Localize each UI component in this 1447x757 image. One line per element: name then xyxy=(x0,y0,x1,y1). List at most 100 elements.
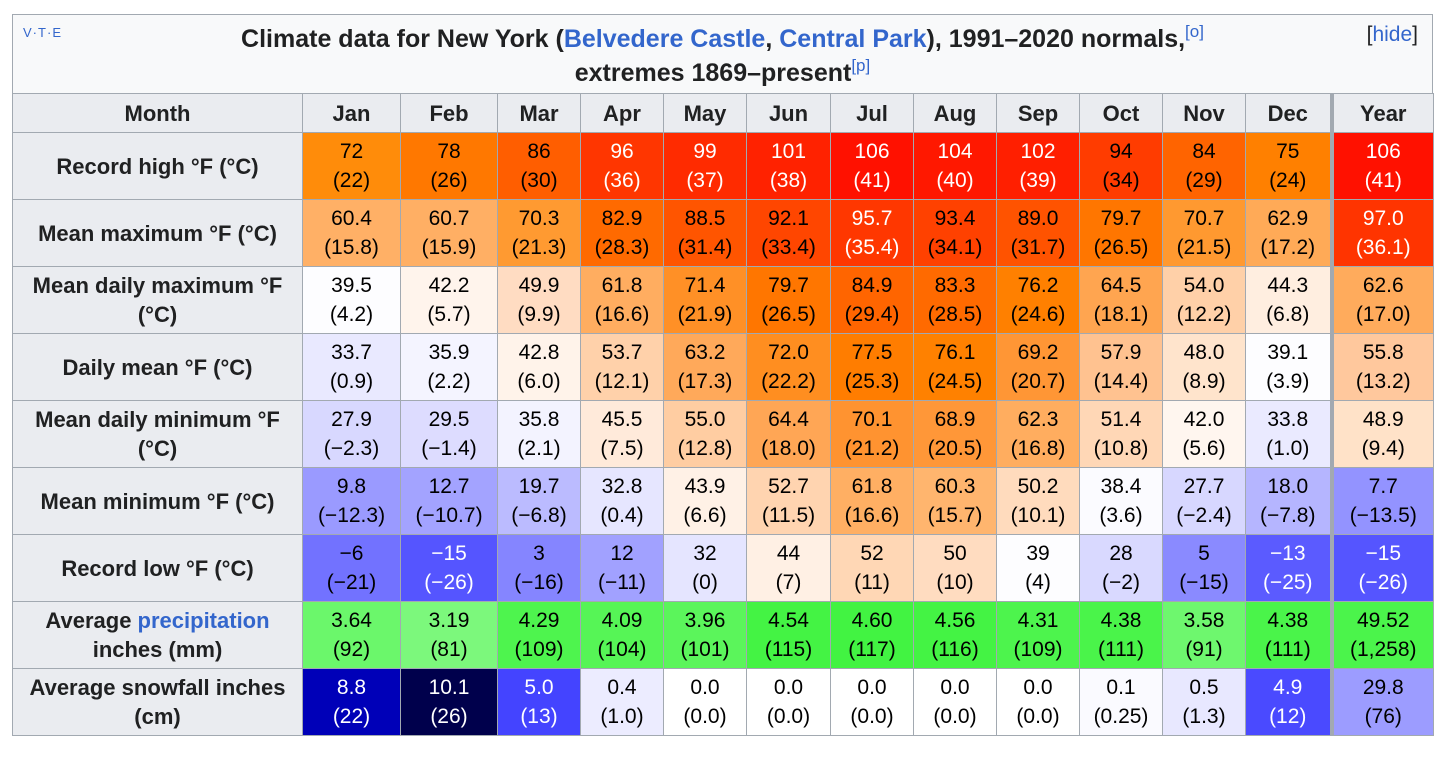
data-cell: 4.09 (104) xyxy=(580,601,664,669)
data-cell: 39.5 (4.2) xyxy=(302,266,401,334)
data-cell: −15 (−26) xyxy=(1329,534,1434,602)
data-cell: 39 (4) xyxy=(996,534,1080,602)
imperial-value: 39 xyxy=(1026,542,1050,565)
data-cell: −13 (−25) xyxy=(1245,534,1332,602)
metric-value: (1.0) xyxy=(1266,437,1310,460)
data-cell: 3.19 (81) xyxy=(400,601,498,669)
metric-value: (12) xyxy=(1269,705,1307,728)
data-cell: 29.5 (−1.4) xyxy=(400,400,498,468)
metric-value: (0.0) xyxy=(850,705,894,728)
imperial-value: 7.7 xyxy=(1368,475,1398,498)
imperial-value: 70.7 xyxy=(1183,207,1225,230)
metric-value: (31.4) xyxy=(677,236,733,259)
metric-value: (1.3) xyxy=(1182,705,1226,728)
metric-value: (22) xyxy=(332,705,371,728)
data-cell: 61.8 (16.6) xyxy=(830,467,914,535)
data-row: Record low °F (°C) −6 (−21) −15 (−26) 3 (−16) 1… xyxy=(12,534,1434,602)
metric-value: (28.5) xyxy=(927,303,983,326)
metric-value: (35.4) xyxy=(844,236,900,259)
data-cell: 89.0 (31.7) xyxy=(996,199,1080,267)
data-cell: 51.4 (10.8) xyxy=(1079,400,1163,468)
data-row: Daily mean °F (°C) 33.7 (0.9) 35.9 (2.2) 42.8… xyxy=(12,333,1434,401)
imperial-value: 48.0 xyxy=(1183,341,1225,364)
row-header-text: Mean daily minimum °F (°C) xyxy=(35,407,280,461)
metric-value: (−12.3) xyxy=(317,504,386,527)
data-cell: 79.7 (26.5) xyxy=(1079,199,1163,267)
imperial-value: 29.5 xyxy=(428,408,470,431)
data-cell: 0.4 (1.0) xyxy=(580,668,664,736)
imperial-value: 64.4 xyxy=(768,408,809,431)
imperial-value: 4.09 xyxy=(601,609,643,632)
metric-value: (34.1) xyxy=(927,236,983,259)
data-cell: 0.1 (0.25) xyxy=(1079,668,1163,736)
nav-link[interactable]: T xyxy=(38,25,47,40)
imperial-value: 42.2 xyxy=(428,274,470,297)
data-cell: 63.2 (17.3) xyxy=(663,333,747,401)
metric-value: (31.7) xyxy=(1010,236,1066,259)
column-header: Jan xyxy=(302,93,401,133)
caption-link[interactable]: Belvedere Castle xyxy=(563,25,766,53)
imperial-value: 0.0 xyxy=(940,676,970,699)
data-cell: 69.2 (20.7) xyxy=(996,333,1080,401)
metric-value: (41) xyxy=(853,169,891,192)
data-cell: 96 (36) xyxy=(580,132,664,200)
imperial-value: 12 xyxy=(610,542,634,565)
footnote-ref[interactable]: [o] xyxy=(1185,22,1204,41)
data-cell: 52.7 (11.5) xyxy=(746,467,831,535)
row-header-link[interactable]: precipitation xyxy=(137,608,270,633)
data-cell: 35.9 (2.2) xyxy=(400,333,498,401)
data-cell: 52 (11) xyxy=(830,534,914,602)
data-cell: 12.7 (−10.7) xyxy=(400,467,498,535)
metric-value: (3.9) xyxy=(1266,370,1310,393)
imperial-value: −15 xyxy=(1365,542,1402,565)
data-cell: 57.9 (14.4) xyxy=(1079,333,1163,401)
data-cell: 0.5 (1.3) xyxy=(1162,668,1246,736)
row-header-text: Mean daily maximum °F (°C) xyxy=(32,273,283,327)
data-cell: 0.0 (0.0) xyxy=(830,668,914,736)
data-row: Average precipitation inches (mm) 3.64 (92… xyxy=(12,601,1434,669)
imperial-value: 63.2 xyxy=(684,341,726,364)
data-cell: 71.4 (21.9) xyxy=(663,266,747,334)
imperial-value: 72 xyxy=(339,140,364,163)
data-cell: 42.8 (6.0) xyxy=(497,333,581,401)
imperial-value: 95.7 xyxy=(851,207,893,230)
metric-value: (20.7) xyxy=(1010,370,1066,393)
hide-toggle: [hide] xyxy=(1367,21,1418,49)
caption-link[interactable]: Central Park xyxy=(779,25,927,53)
metric-value: (24.6) xyxy=(1010,303,1066,326)
imperial-value: 106 xyxy=(854,140,890,163)
metric-value: (0.0) xyxy=(933,705,977,728)
imperial-value: 60.7 xyxy=(428,207,470,230)
metric-value: (−7.8) xyxy=(1260,504,1316,527)
data-cell: 50.2 (10.1) xyxy=(996,467,1080,535)
metric-value: (4) xyxy=(1025,571,1051,594)
metric-value: (11.5) xyxy=(761,504,816,527)
nav-link[interactable]: V xyxy=(23,25,33,40)
imperial-value: 32 xyxy=(693,542,717,565)
caption-text: , xyxy=(765,25,780,53)
column-header: Sep xyxy=(996,93,1080,133)
data-cell: 72.0 (22.2) xyxy=(746,333,831,401)
imperial-value: 57.9 xyxy=(1100,341,1142,364)
data-cell: 77.5 (25.3) xyxy=(830,333,914,401)
metric-value: (109) xyxy=(514,638,564,661)
metric-value: (116) xyxy=(931,638,979,661)
footnote-ref[interactable]: [p] xyxy=(851,56,871,75)
imperial-value: 51.4 xyxy=(1100,408,1142,431)
metric-value: (−2) xyxy=(1102,571,1140,594)
imperial-value: 0.0 xyxy=(1023,676,1053,699)
imperial-value: 43.9 xyxy=(684,475,726,498)
nav-link[interactable]: E xyxy=(52,25,62,40)
data-cell: 79.7 (26.5) xyxy=(746,266,831,334)
column-header: Oct xyxy=(1079,93,1163,133)
row-header: Mean daily maximum °F (°C) xyxy=(12,266,303,334)
data-cell: 70.1 (21.2) xyxy=(830,400,914,468)
data-cell: 4.54 (115) xyxy=(746,601,831,669)
imperial-value: 3.58 xyxy=(1183,609,1225,632)
metric-value: (26) xyxy=(430,169,468,192)
metric-value: (−25) xyxy=(1262,571,1313,594)
data-cell: 42.0 (5.6) xyxy=(1162,400,1246,468)
hide-link[interactable]: hide xyxy=(1372,23,1413,46)
